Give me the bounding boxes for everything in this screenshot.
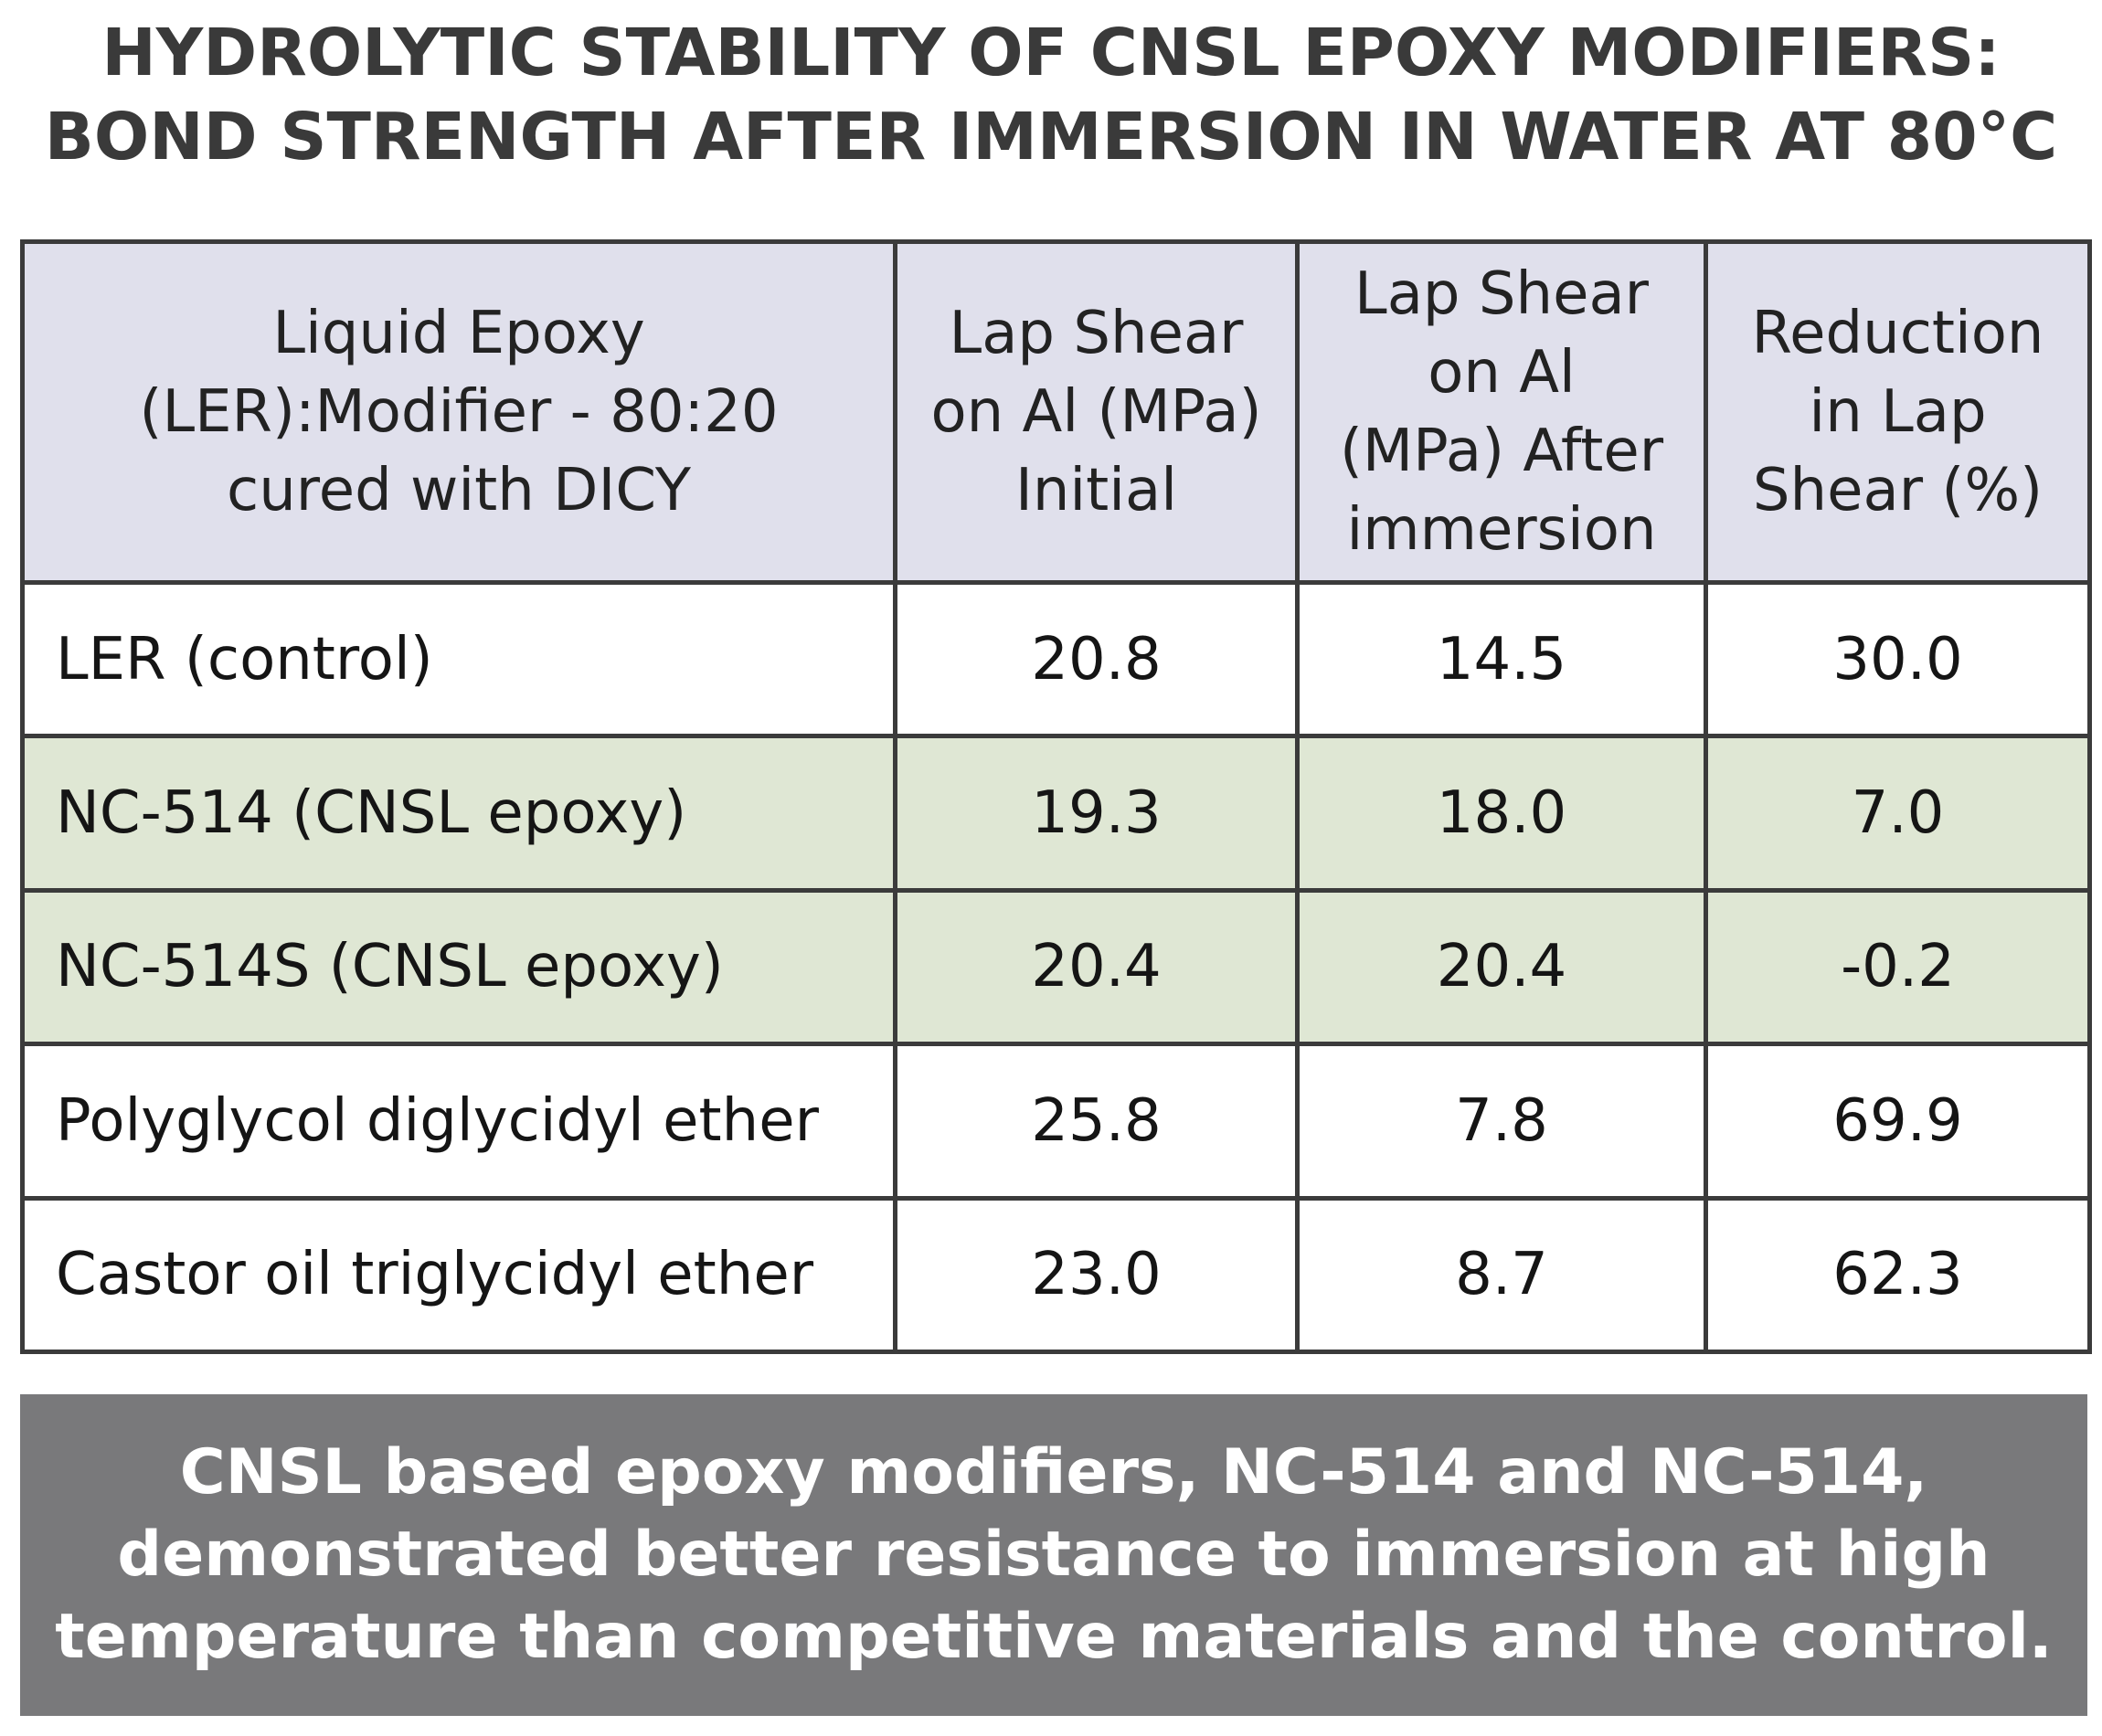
table-row: Polyglycol diglycidyl ether 25.8 7.8 69.…	[20, 1042, 2092, 1201]
initial-value: 20.8	[893, 579, 1300, 739]
conclusion-banner: CNSL based epoxy modifiers, NC-514 and N…	[20, 1394, 2087, 1716]
reduction-value: 7.0	[1704, 734, 2092, 893]
table-row: Castor oil triglycidyl ether 23.0 8.7 62…	[20, 1195, 2092, 1355]
reduction-value: -0.2	[1704, 887, 2092, 1047]
after-value: 18.0	[1295, 734, 1708, 893]
page-title: HYDROLYTIC STABILITY OF CNSL EPOXY MODIF…	[0, 11, 2102, 179]
after-value: 14.5	[1295, 579, 1708, 739]
row-label: NC-514S (CNSL epoxy)	[20, 887, 897, 1047]
table-row: NC-514S (CNSL epoxy) 20.4 20.4 -0.2	[20, 887, 2092, 1047]
title-line-2: BOND STRENGTH AFTER IMMERSION IN WATER A…	[44, 99, 2058, 175]
initial-value: 25.8	[893, 1042, 1300, 1201]
conclusion-line-2: demonstrated better resistance to immers…	[117, 1519, 1991, 1591]
row-label: LER (control)	[20, 579, 897, 739]
initial-value: 23.0	[893, 1195, 1300, 1355]
reduction-value: 69.9	[1704, 1042, 2092, 1201]
results-table: Liquid Epoxy (LER):Modifier - 80:20 cure…	[20, 239, 2092, 1355]
reduction-value: 30.0	[1704, 579, 2092, 739]
after-value: 8.7	[1295, 1195, 1708, 1355]
header-after-immersion-lap-shear: Lap Shear on Al (MPa) After immersion	[1295, 239, 1708, 585]
row-label: Castor oil triglycidyl ether	[20, 1195, 897, 1355]
header-initial-lap-shear: Lap Shear on Al (MPa) Initial	[893, 239, 1300, 585]
conclusion-line-1: CNSL based epoxy modifiers, NC-514 and N…	[179, 1436, 1928, 1508]
table-header-row: Liquid Epoxy (LER):Modifier - 80:20 cure…	[20, 239, 2092, 585]
row-label: Polyglycol diglycidyl ether	[20, 1042, 897, 1201]
header-reduction: Reduction in Lap Shear (%)	[1704, 239, 2092, 585]
table-row: NC-514 (CNSL epoxy) 19.3 18.0 7.0	[20, 734, 2092, 893]
initial-value: 20.4	[893, 887, 1300, 1047]
initial-value: 19.3	[893, 734, 1300, 893]
header-composition: Liquid Epoxy (LER):Modifier - 80:20 cure…	[20, 239, 897, 585]
after-value: 7.8	[1295, 1042, 1708, 1201]
after-value: 20.4	[1295, 887, 1708, 1047]
conclusion-line-3: temperature than competitive materials a…	[55, 1601, 2053, 1673]
row-label: NC-514 (CNSL epoxy)	[20, 734, 897, 893]
reduction-value: 62.3	[1704, 1195, 2092, 1355]
table-row: LER (control) 20.8 14.5 30.0	[20, 579, 2092, 739]
title-line-1: HYDROLYTIC STABILITY OF CNSL EPOXY MODIF…	[101, 15, 2001, 90]
